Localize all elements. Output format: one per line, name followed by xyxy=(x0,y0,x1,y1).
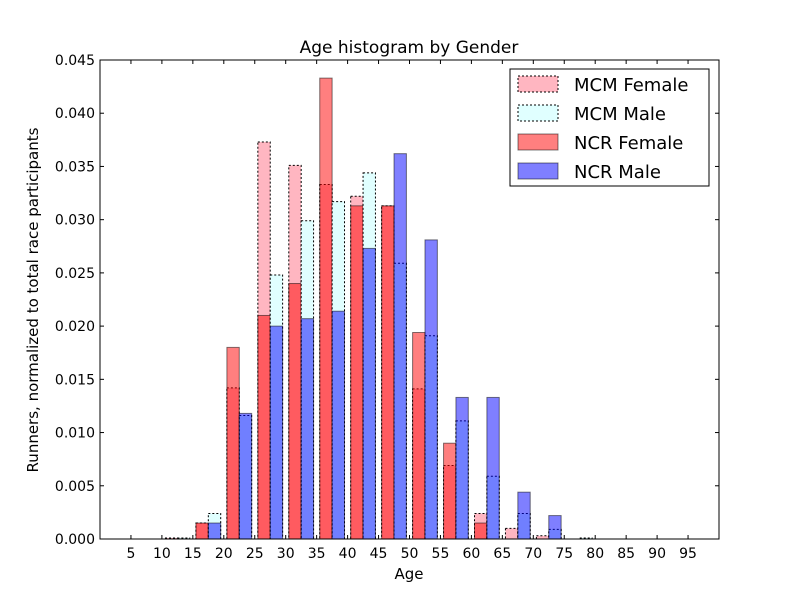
ncr-female-bar xyxy=(443,442,457,540)
mcm-male-bar xyxy=(176,537,191,540)
mcm-male-bar xyxy=(579,537,593,540)
y-tick-label: 0.045 xyxy=(55,53,95,69)
ncr-female-bar xyxy=(319,77,333,540)
y-tick-label: 0.015 xyxy=(55,372,95,388)
legend-label-mcm-male: MCM Male xyxy=(574,104,666,125)
x-tick-label: 60 xyxy=(462,546,480,562)
bars-layer xyxy=(164,77,593,540)
x-tick-label: 15 xyxy=(184,546,202,562)
y-tick-label: 0.040 xyxy=(55,106,95,122)
ncr-female-bar xyxy=(474,522,488,540)
ncr-male-bar xyxy=(238,412,253,540)
legend-label-ncr-female: NCR Female xyxy=(574,133,683,154)
x-tick-label: 5 xyxy=(126,546,135,562)
x-axis-label: Age xyxy=(394,565,423,583)
legend-swatch-mcm-male xyxy=(517,104,559,122)
legend: MCM Female MCM Male NCR Female NCR Male xyxy=(509,68,710,187)
mcm-female-bar xyxy=(504,527,519,540)
ncr-male-bar xyxy=(455,396,469,540)
y-tick-label: 0.000 xyxy=(55,532,95,548)
x-tick-label: 20 xyxy=(215,546,233,562)
ncr-male-bar xyxy=(362,247,376,540)
ticks-layer: 5 10 15 20 25 30 35 40 45 50 55 60 65 70 75 80 85 90 95 0.0… xyxy=(55,53,719,562)
x-tick-label: 25 xyxy=(246,546,264,562)
ncr-male-bar xyxy=(424,239,438,540)
y-axis-label: Runners, normalized to total race partic… xyxy=(24,127,42,472)
x-tick-label: 85 xyxy=(617,546,635,562)
legend-label-ncr-male: NCR Male xyxy=(574,162,661,183)
x-tick-label: 65 xyxy=(493,546,511,562)
ncr-male-bar xyxy=(548,515,562,540)
ncr-female-bar xyxy=(257,314,271,540)
legend-swatch-ncr-female xyxy=(517,133,559,151)
ncr-male-bar xyxy=(517,491,531,540)
x-tick-label: 10 xyxy=(153,546,171,562)
y-tick-label: 0.010 xyxy=(55,426,95,442)
x-tick-label: 95 xyxy=(679,546,697,562)
ncr-male-bar xyxy=(300,318,315,540)
y-tick-label: 0.025 xyxy=(55,266,95,282)
ncr-male-bar xyxy=(269,325,284,540)
legend-label-mcm-female: MCM Female xyxy=(574,75,688,96)
y-tick-label: 0.030 xyxy=(55,213,95,229)
y-tick-label: 0.005 xyxy=(55,479,95,495)
x-tick-label: 40 xyxy=(339,546,357,562)
x-tick-label: 45 xyxy=(370,546,388,562)
x-tick-label: 90 xyxy=(648,546,666,562)
x-tick-label: 50 xyxy=(401,546,419,562)
x-tick-label: 80 xyxy=(586,546,604,562)
ncr-female-bar xyxy=(195,522,209,540)
x-tick-label: 30 xyxy=(277,546,295,562)
legend-swatch-mcm-female xyxy=(517,75,559,93)
ncr-male-bar xyxy=(207,522,222,540)
ncr-female-bar xyxy=(350,205,364,540)
ncr-male-bar xyxy=(486,396,500,540)
x-tick-label: 70 xyxy=(524,546,542,562)
chart-title: Age histogram by Gender xyxy=(300,38,519,58)
ncr-male-bar xyxy=(393,153,407,540)
legend-swatch-ncr-male xyxy=(517,162,559,180)
ncr-female-bar xyxy=(226,346,240,540)
ncr-female-bar xyxy=(288,283,302,540)
ncr-female-bar xyxy=(381,205,395,540)
ncr-male-bar xyxy=(331,310,346,540)
ncr-female-bar xyxy=(412,332,426,540)
x-tick-label: 35 xyxy=(308,546,326,562)
y-tick-label: 0.035 xyxy=(55,159,95,175)
y-tick-label: 0.020 xyxy=(55,319,95,335)
x-tick-label: 55 xyxy=(432,546,450,562)
x-tick-label: 75 xyxy=(555,546,573,562)
